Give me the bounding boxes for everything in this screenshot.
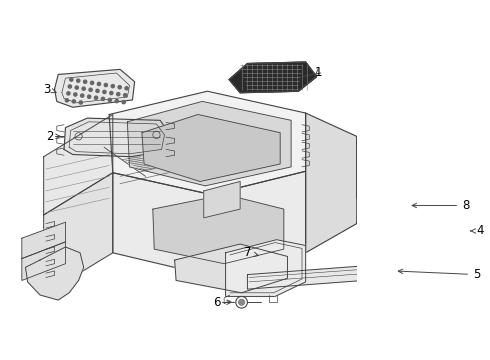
Circle shape	[74, 93, 77, 96]
Polygon shape	[204, 181, 240, 218]
Circle shape	[104, 84, 107, 87]
Circle shape	[103, 90, 106, 94]
Polygon shape	[113, 171, 306, 276]
Circle shape	[111, 85, 114, 88]
Circle shape	[72, 100, 75, 103]
Circle shape	[70, 78, 73, 81]
Polygon shape	[22, 222, 66, 258]
Polygon shape	[306, 113, 357, 253]
Circle shape	[98, 82, 100, 86]
Circle shape	[118, 86, 122, 89]
Circle shape	[67, 92, 70, 95]
Polygon shape	[22, 242, 66, 280]
Polygon shape	[422, 194, 469, 266]
Circle shape	[82, 87, 85, 90]
Circle shape	[91, 81, 94, 85]
Text: 6: 6	[213, 296, 231, 309]
Circle shape	[108, 98, 112, 102]
Circle shape	[88, 95, 91, 98]
Polygon shape	[142, 114, 280, 181]
Circle shape	[79, 101, 82, 104]
Circle shape	[95, 96, 98, 99]
Circle shape	[65, 99, 69, 102]
Polygon shape	[44, 173, 113, 295]
Polygon shape	[54, 69, 135, 107]
Text: 7: 7	[244, 246, 258, 259]
Text: 8: 8	[412, 199, 469, 212]
Circle shape	[83, 80, 87, 84]
Circle shape	[123, 94, 127, 97]
Circle shape	[96, 89, 99, 93]
Polygon shape	[127, 102, 291, 186]
Circle shape	[68, 85, 72, 88]
Text: 3: 3	[44, 82, 56, 95]
Polygon shape	[247, 264, 393, 289]
Circle shape	[110, 91, 113, 95]
Text: 2: 2	[46, 130, 60, 143]
Polygon shape	[109, 91, 306, 194]
Circle shape	[76, 79, 80, 82]
Polygon shape	[153, 194, 284, 264]
Text: 1: 1	[314, 66, 322, 79]
Polygon shape	[64, 118, 169, 157]
Circle shape	[81, 94, 84, 97]
Polygon shape	[44, 114, 113, 215]
Circle shape	[101, 97, 104, 100]
Text: 5: 5	[398, 268, 480, 281]
Circle shape	[89, 88, 92, 91]
Circle shape	[117, 93, 120, 96]
Polygon shape	[25, 247, 84, 300]
Text: 4: 4	[471, 224, 484, 238]
Circle shape	[122, 100, 125, 104]
Circle shape	[239, 300, 245, 305]
Circle shape	[125, 87, 128, 90]
Polygon shape	[174, 244, 288, 293]
Circle shape	[115, 99, 119, 103]
Polygon shape	[229, 62, 317, 93]
Polygon shape	[225, 240, 306, 296]
Circle shape	[75, 86, 78, 89]
Polygon shape	[357, 198, 408, 220]
